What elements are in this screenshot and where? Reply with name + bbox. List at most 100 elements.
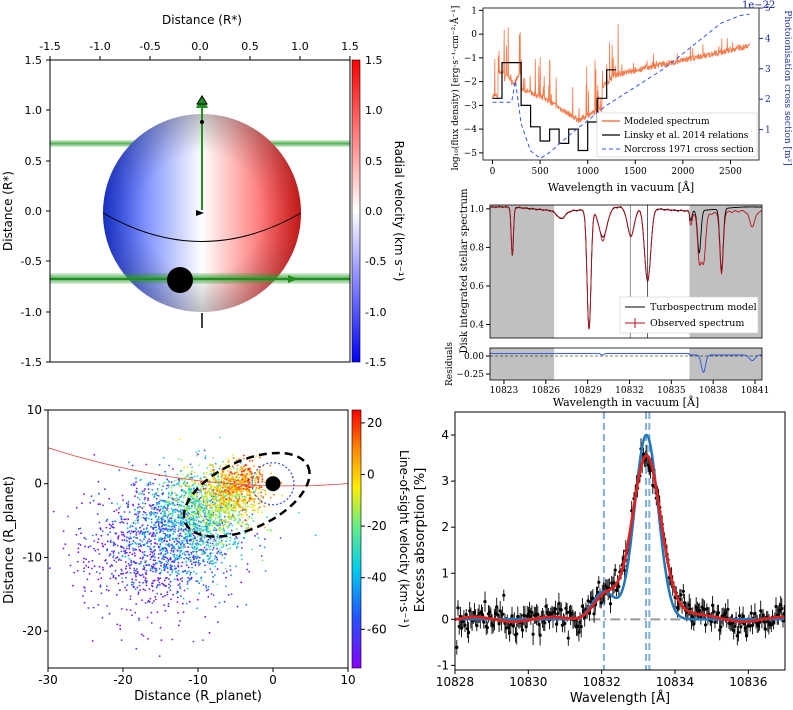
legend-box [619,296,759,334]
particle-point [227,474,230,477]
particle-point [184,507,187,509]
particle-point [250,472,253,475]
particle-point [155,507,158,510]
panel-b-frame [482,7,760,161]
particle-point [188,600,191,603]
particle-point [117,552,120,554]
particle-point [203,449,206,452]
particle-point [186,515,189,518]
particle-point [268,504,271,507]
particle-point [111,550,113,553]
particle-point [144,577,147,580]
particle-point [218,514,221,516]
particle-point [135,481,137,484]
particle-point [138,617,140,620]
particle-point [171,565,173,567]
particle-point [218,519,221,521]
particle-point [157,524,160,526]
particle-point [135,579,137,581]
particle-point [132,583,134,586]
residual-tick-label: 0.00 [464,352,484,362]
particle-point [214,605,217,608]
particle-point [219,487,222,489]
particle-point [245,527,248,530]
particle-point [222,496,225,499]
particle-point [146,580,148,583]
particle-point [196,497,199,500]
particle-point [214,565,217,568]
particle-point [216,516,219,519]
particle-point [163,546,166,549]
particle-point [235,503,237,505]
particle-point [186,587,189,590]
particle-point [154,559,157,562]
particle-point [189,556,191,559]
particle-point [80,532,82,535]
particle-point [225,540,227,542]
particle-point [171,497,174,500]
particle-point [216,568,219,570]
particle-point [183,544,186,547]
particle-point [186,517,189,520]
particle-point [164,474,167,476]
particle-point [172,593,175,596]
particle-point [191,566,194,569]
particle-point [151,566,154,568]
y2tick-label: 2 [765,95,771,105]
particle-point [120,517,123,520]
particle-point [176,596,179,599]
particle-point [251,506,254,509]
particle-point [149,569,152,572]
particle-point [150,611,153,614]
particle-point [109,577,112,580]
particle-point [213,558,216,560]
particle-point [219,484,222,487]
particle-point [232,467,235,470]
particle-point [142,531,145,534]
particle-point [233,491,236,494]
particle-point [165,564,168,566]
particle-point [240,513,243,516]
particle-point [210,493,213,496]
particle-point [191,543,194,546]
particle-point [214,486,217,489]
particle-point [206,498,209,501]
particle-point [147,599,150,602]
particle-point [227,543,230,546]
particle-point [172,530,175,532]
particle-point [112,541,115,544]
particle-point [249,473,251,476]
particle-point [229,565,232,567]
particle-point [260,491,262,494]
cbar-tick: -1.5 [365,356,386,369]
particle-point [184,535,187,538]
panel-c-xlabel: Wavelength in vacuum [Å] [553,395,699,409]
particle-point [203,536,206,538]
particle-point [130,563,133,566]
particle-point [232,477,235,479]
particle-point [190,490,193,493]
particle-point [125,608,128,611]
particle-point [174,492,177,495]
top-tick-label: -0.5 [139,40,160,53]
particle-point [200,544,203,546]
particle-point [155,529,158,532]
particle-point [195,523,198,526]
particle-point [225,489,228,492]
particle-point [121,520,123,523]
shaded-region [689,348,762,380]
data-point [456,606,460,610]
particle-point [269,528,272,531]
particle-point [236,522,239,525]
particle-point [139,526,141,529]
particle-point [168,583,170,586]
particle-point [263,546,266,549]
particle-point [118,469,121,472]
particle-point [204,509,207,511]
particle-point [207,500,210,502]
particle-point [158,483,161,486]
particle-point [179,534,181,537]
particle-point [188,532,191,535]
particle-point [156,611,159,614]
particle-point [212,500,215,502]
